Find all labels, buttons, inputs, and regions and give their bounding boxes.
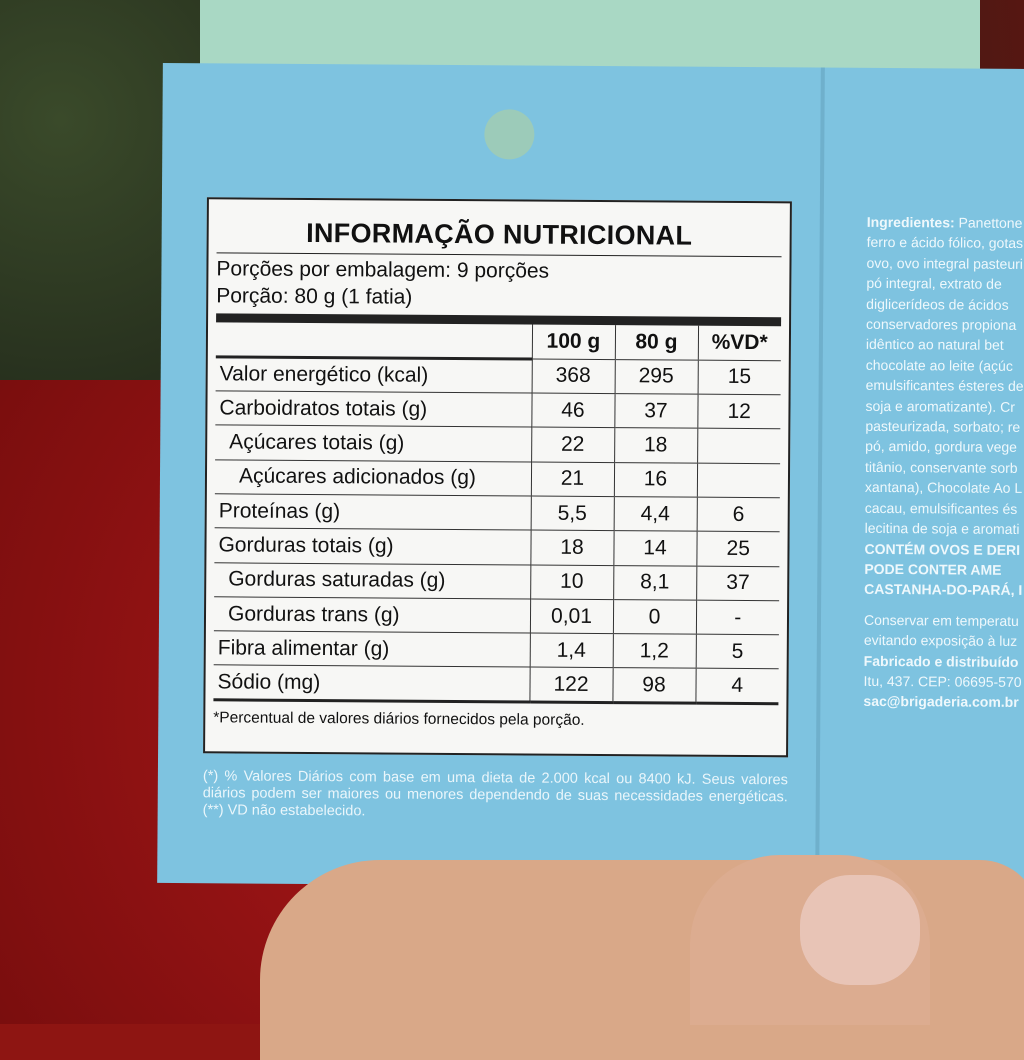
value-100g: 5,5 [530,496,614,531]
ingredients-line: diglicerídeos de ácidos [866,295,1009,313]
ingredients-line: idêntico ao natural bet [865,336,1004,354]
ingredients-panel: Ingredientes: Panettone ferro e ácido fól… [863,212,1024,713]
ingredients-heading: Ingredientes: [866,213,955,231]
value-80g: 18 [614,427,698,463]
value-vd: 25 [696,531,780,567]
value-100g: 0,01 [529,598,614,634]
value-100g: 368 [531,358,615,394]
ingredients-line: conservadores propiona [866,315,1017,333]
tag-hole [484,109,535,160]
background-gift-wrap [200,0,980,75]
value-vd: 15 [697,359,781,395]
value-vd: 6 [696,497,780,533]
value-80g: 8,1 [613,565,697,601]
ingredients-line: emulsificantes ésteres de [865,377,1024,395]
ingredients-line: xantana), Chocolate Ao L [864,479,1023,497]
nutrient-name: Valor energético (kcal) [215,356,532,394]
value-100g: 122 [529,667,613,703]
nutrition-table: 100 g 80 g %VD* Valor energético (kcal) 3… [213,322,782,705]
nutrient-name: Gorduras totais (g) [214,528,531,565]
nutrient-name: Sódio (mg) [213,665,530,702]
value-100g: 18 [530,530,614,566]
ingredients-line: ovo, ovo integral pasteuri [866,254,1023,272]
value-80g: 4,4 [613,496,697,532]
ingredients-line: pó integral, extrato de [866,275,1002,293]
value-80g: 16 [613,462,698,498]
ingredients-line: Ingredientes: Panettone [867,212,1024,234]
value-80g: 1,2 [612,633,696,669]
storage-instructions: evitando exposição à luz [863,631,1018,650]
thumbnail [800,875,920,985]
value-vd: - [695,600,780,635]
table-header: 100 g 80 g %VD* [215,322,782,361]
header-100g: 100 g [531,324,616,360]
value-vd: 4 [695,668,779,704]
value-100g: 22 [531,427,615,463]
manufacturer-address: Itu, 437. CEP: 06695-570 [863,672,1022,690]
allergen-warning: CASTANHA-DO-PARÁ, I [864,581,1023,599]
nutrient-name: Fibra alimentar (g) [213,630,530,668]
value-80g: 14 [613,530,697,566]
header-vd: %VD* [697,325,782,361]
value-vd [696,462,781,498]
ingredients-text: Panettone [958,214,1023,231]
storage-instructions: Conservar em temperatu [863,611,1019,629]
header-80g: 80 g [614,325,699,360]
ingredients-line: pasteurizada, sorbato; re [865,417,1021,435]
table-row: Gorduras trans (g) 0,01 0- [213,596,780,635]
label-title: INFORMAÇÃO NUTRICIONAL [306,217,693,251]
servings-per-package: Porções por embalagem: 9 porções [216,257,550,283]
manufacturer: Fabricado e distribuído [863,652,1019,670]
ingredients-line: chocolate ao leite (açúc [865,356,1013,374]
table-row: Gorduras saturadas (g) 10 8,1 37 [214,562,780,601]
value-vd: 37 [696,565,780,601]
tag-fold [815,67,825,888]
serving-size: Porção: 80 g (1 fatia) [216,284,413,309]
nutrient-name: Carboidratos totais (g) [215,390,532,428]
product-tag: INFORMAÇÃO NUTRICIONAL Porções por embal… [157,62,1024,890]
value-100g: 21 [530,461,615,497]
contact-email: sac@brigaderia.com.br [863,693,1019,711]
table-row: Carboidratos totais (g) 46 37 12 [215,390,781,430]
value-vd [697,428,781,464]
nutrient-name: Gorduras trans (g) [213,596,531,634]
ingredients-line: cacau, emulsificantes és [864,499,1018,517]
table-row: Sódio (mg) 122 98 4 [213,665,779,704]
table-row: Proteínas (g) 5,5 4,4 6 [214,493,780,533]
table-row: Valor energético (kcal) 368 295 15 [215,356,781,395]
value-80g: 0 [612,599,697,635]
ingredients-line: lecitina de soja e aromati [864,519,1020,538]
allergen-warning: CONTÉM OVOS E DERI [864,540,1021,558]
table-row: Açúcares totais (g) 22 18 [215,425,781,464]
ingredients-line: soja e aromatizante). Cr [865,397,1015,415]
value-100g: 1,4 [529,633,613,669]
nutrient-name: Gorduras saturadas (g) [214,562,531,599]
nutrition-label: INFORMAÇÃO NUTRICIONAL Porções por embal… [203,197,792,758]
ingredients-line: pó, amido, gordura vege [865,438,1018,456]
table-row: Gorduras totais (g) 18 14 25 [214,528,780,567]
daily-values-note: (*) % Valores Diários com base em uma di… [202,768,788,820]
value-100g: 46 [531,393,615,428]
value-80g: 295 [614,359,698,395]
nutrient-name: Açúcares adicionados (g) [214,459,532,497]
ingredients-line: titânio, conservante sorb [865,458,1018,476]
table-row: Açúcares adicionados (g) 21 16 [214,459,781,498]
value-80g: 98 [612,668,696,703]
table-row: Fibra alimentar (g) 1,4 1,2 5 [213,630,779,670]
value-100g: 10 [530,564,614,600]
nutrient-name: Proteínas (g) [214,493,531,531]
ingredients-line: ferro e ácido fólico, gotas [866,234,1024,252]
nutrient-name: Açúcares totais (g) [215,425,532,462]
value-80g: 37 [614,393,698,429]
value-vd: 5 [695,634,779,670]
allergen-warning: PODE CONTER AME [864,560,1002,578]
label-footnote: *Percentual de valores diários fornecido… [213,709,585,729]
value-vd: 12 [697,394,781,430]
header-blank [215,322,533,359]
